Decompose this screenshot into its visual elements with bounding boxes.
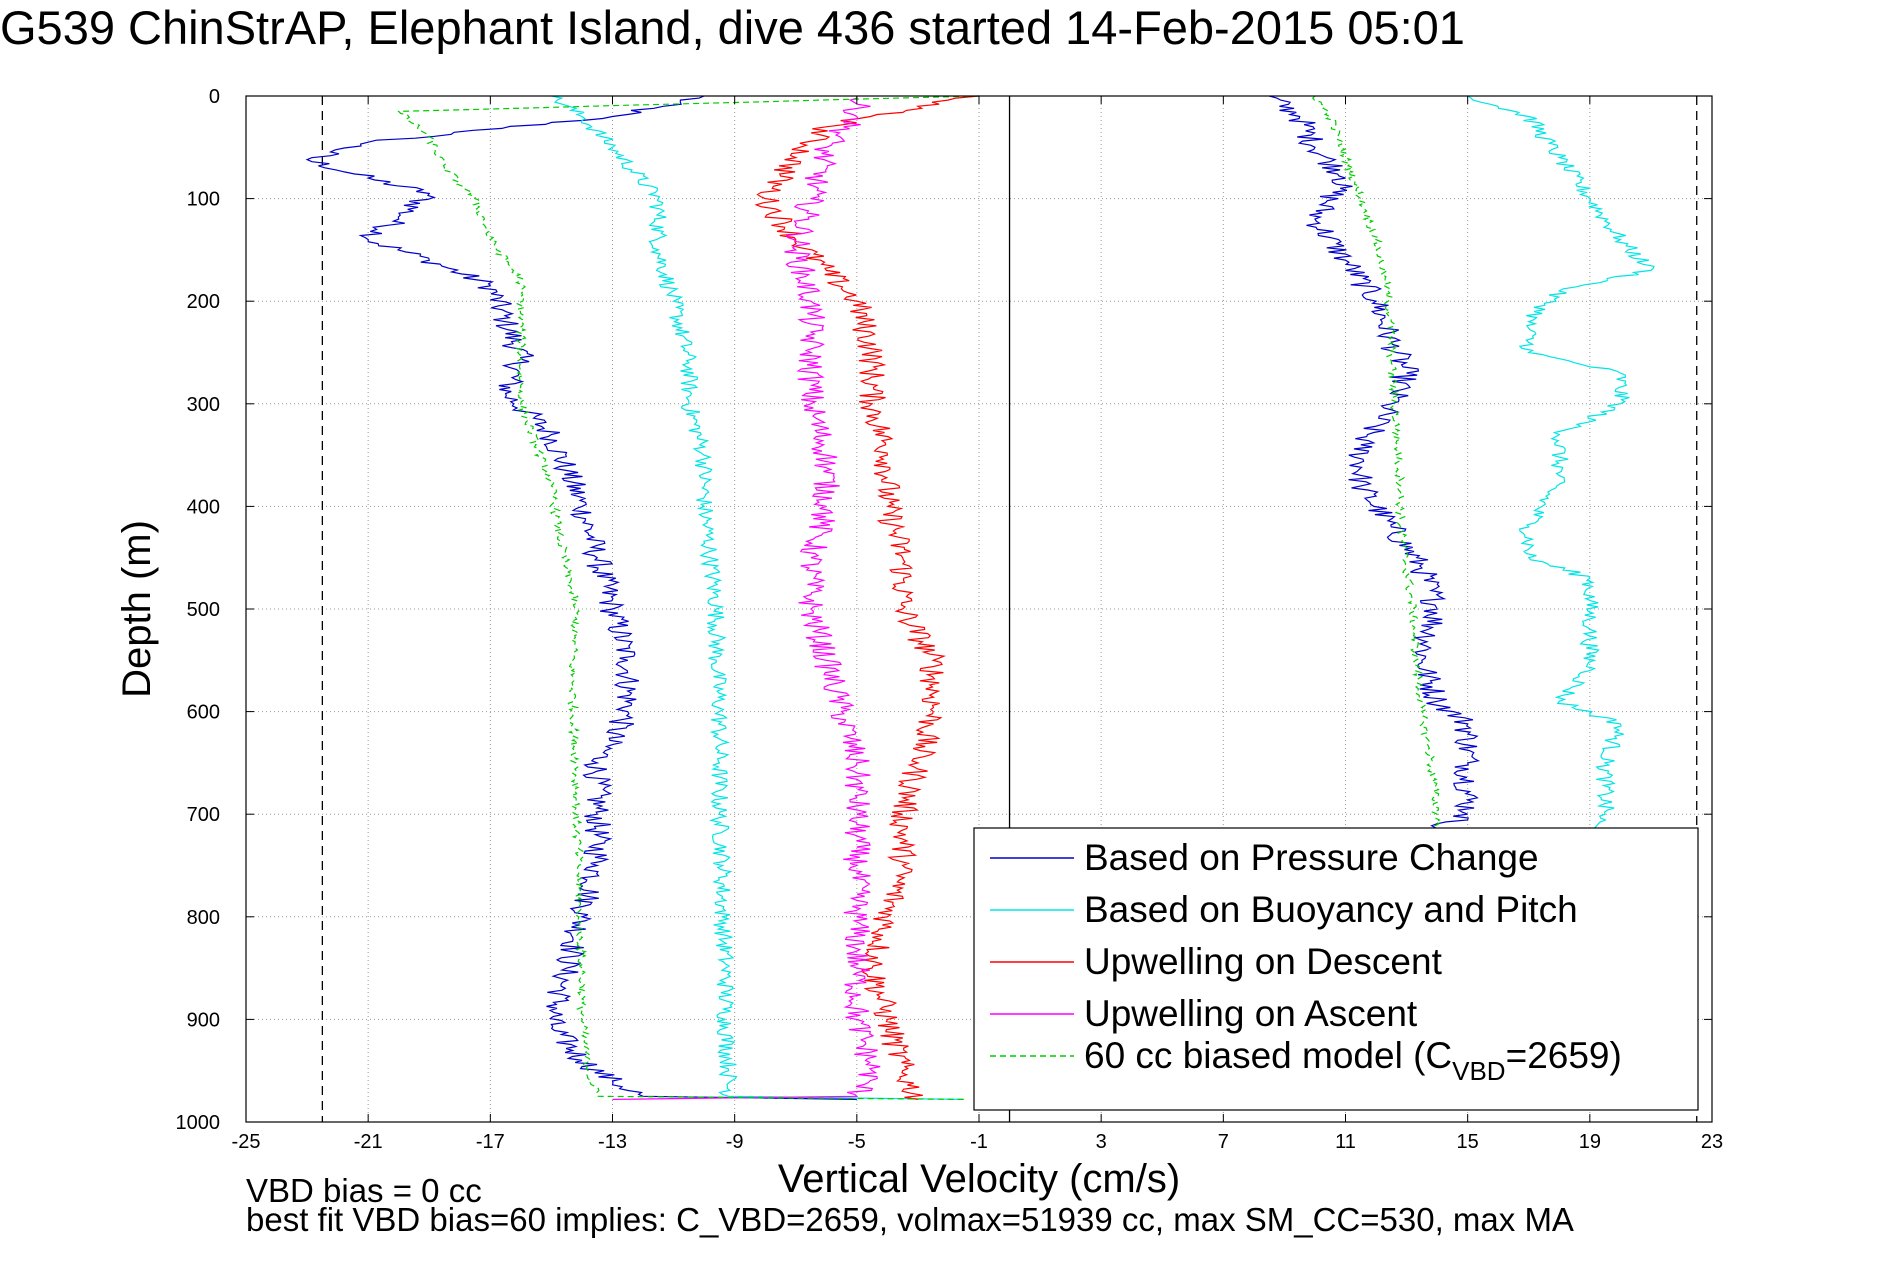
- x-tick-label: -17: [476, 1131, 505, 1153]
- x-tick-label: 7: [1218, 1131, 1229, 1153]
- data-series: [305, 95, 1655, 1100]
- x-tick-label: -9: [726, 1131, 744, 1153]
- legend-label: Based on Pressure Change: [1084, 837, 1539, 878]
- footer-best-fit: best fit VBD bias=60 implies: C_VBD=2659…: [246, 1201, 1574, 1238]
- y-tick-label: 200: [187, 291, 220, 313]
- y-tick-label: 400: [187, 496, 220, 518]
- legend-label: Upwelling on Descent: [1084, 941, 1443, 982]
- series-line-2: [551, 95, 964, 1100]
- x-tick-label: -21: [354, 1131, 383, 1153]
- series-line-7: [1311, 95, 1441, 830]
- x-tick-label: -13: [598, 1131, 627, 1153]
- footer-vbd-bias: VBD bias = 0 cc: [246, 1172, 482, 1209]
- y-tick-label: 0: [209, 86, 220, 108]
- y-tick-label: 100: [187, 189, 220, 211]
- axis-ticks: -25 -21 -17 -13 -9 -5 -1 3 7 11 15 19 23010020030040…: [176, 86, 1724, 1153]
- y-tick-label: 500: [187, 599, 220, 621]
- y-tick-label: 800: [187, 907, 220, 929]
- series-line-0: [305, 95, 857, 1100]
- y-tick-label: 300: [187, 394, 220, 416]
- x-tick-label: 19: [1579, 1131, 1601, 1153]
- y-tick-label: 1000: [176, 1112, 221, 1134]
- y-tick-label: 900: [187, 1009, 220, 1031]
- y-axis-label: Depth (m): [115, 520, 159, 698]
- x-tick-label: 3: [1096, 1131, 1107, 1153]
- series-line-3: [1467, 95, 1655, 831]
- series-line-1: [1268, 95, 1481, 831]
- x-tick-label: 11: [1335, 1131, 1356, 1153]
- x-tick-label: -5: [848, 1131, 866, 1153]
- y-tick-label: 600: [187, 702, 220, 724]
- x-axis-label: Vertical Velocity (cm/s): [778, 1157, 1180, 1201]
- series-line-5: [612, 95, 881, 1100]
- series-line-4: [754, 95, 980, 1100]
- series-line-6: [397, 95, 980, 1100]
- x-tick-label: 23: [1701, 1131, 1723, 1153]
- x-tick-label: -1: [970, 1131, 988, 1153]
- x-tick-label: -25: [232, 1131, 261, 1153]
- legend-label: Upwelling on Ascent: [1084, 993, 1418, 1034]
- y-tick-label: 700: [187, 804, 220, 826]
- legend-box: [973, 827, 1699, 1111]
- legend: Based on Pressure Change Based on Buoyanc…: [973, 827, 1699, 1111]
- chart-title: G539 ChinStrAP, Elephant Island, dive 43…: [0, 1, 1465, 54]
- x-tick-label: 15: [1457, 1131, 1479, 1153]
- legend-label: Based on Buoyancy and Pitch: [1084, 889, 1578, 930]
